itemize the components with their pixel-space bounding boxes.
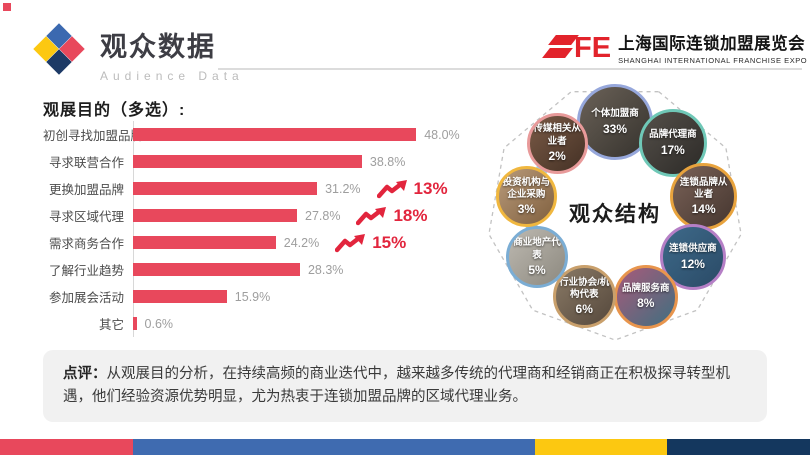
audience-segment-circle: 商业地产代表 5% — [505, 225, 569, 289]
ring-diagram-title: 观众结构 — [569, 203, 661, 226]
bar-value-label: 0.6% — [144, 316, 174, 331]
segment-value: 6% — [575, 302, 593, 317]
bar — [133, 263, 300, 276]
footer-segment — [132, 439, 536, 455]
segment-label: 连锁品牌从业者 — [679, 176, 728, 200]
growth-value: 13% — [413, 178, 448, 198]
segment-label: 个体加盟商 — [591, 108, 639, 120]
audience-segment-circle: 品牌服务商 8% — [613, 264, 678, 329]
segment-label: 投资机构与企业采购 — [502, 176, 551, 200]
bar-chart-axis — [133, 121, 134, 337]
footer-color-bar — [0, 439, 810, 455]
segment-label: 商业地产代表 — [513, 237, 561, 261]
trend-up-arrow-icon — [335, 233, 366, 252]
comment-box: 点评：从观展目的分析，在持续高频的商业迭代中，越来越多传统的代理商和经销商正在积… — [43, 350, 767, 422]
trend-up-arrow-icon — [376, 179, 407, 198]
bar-row: 了解行业趋势 28.3% — [43, 256, 473, 283]
expo-name-cn: 上海国际连锁加盟展览会 — [618, 35, 806, 53]
bar-value-label: 15.9% — [234, 289, 271, 304]
growth-value: 18% — [393, 205, 428, 225]
segment-value: 8% — [637, 296, 655, 311]
bar-value-label: 38.8% — [369, 154, 406, 169]
bar-category-label: 更换加盟品牌 — [48, 183, 124, 197]
bar-category-label: 初创寻找加盟品牌 — [43, 129, 144, 143]
title-block: 观众数据 Audience Data — [100, 25, 244, 83]
segment-label: 品牌代理商 — [649, 129, 697, 141]
expo-brand: FE 上海国际连锁加盟展览会 SHANGHAI INTERNATIONAL FR… — [542, 30, 807, 65]
segment-value: 33% — [602, 121, 628, 136]
bar-row: 其它 0.6% — [43, 310, 473, 337]
bar-value-label: 27.8% — [305, 208, 341, 223]
bar — [133, 209, 298, 222]
segment-value: 2% — [548, 148, 566, 163]
segment-value: 3% — [517, 202, 536, 217]
bar — [133, 236, 276, 249]
bar-category-label: 寻求联营合作 — [48, 156, 124, 170]
bar — [133, 128, 417, 141]
sfe-letters: FE — [574, 31, 612, 64]
growth-annotation: 18% — [356, 205, 428, 226]
segment-value: 5% — [528, 262, 546, 277]
expo-name-en: SHANGHAI INTERNATIONAL FRANCHISE EXPO — [618, 56, 808, 65]
bar-row: 需求商务合作 24.2% 15% — [43, 229, 473, 256]
bar-row: 初创寻找加盟品牌 48.0% — [43, 121, 473, 148]
footer-segment — [0, 439, 133, 455]
bar-category-label: 了解行业趋势 — [48, 264, 124, 278]
bar-chart-title: 观展目的（多选）: — [43, 102, 186, 119]
sfe-s-glyph — [542, 33, 579, 63]
audience-structure-diagram: 观众结构 个体加盟商 33% 品牌代理商 17% 连锁品牌从业者 14% 连锁供应商 12% 品… — [455, 82, 785, 362]
segment-value: 17% — [660, 142, 685, 157]
trend-up-arrow-icon — [356, 206, 387, 225]
bar-value-label: 31.2% — [325, 181, 361, 196]
page-subtitle: Audience Data — [100, 69, 244, 83]
segment-value: 12% — [680, 256, 705, 271]
segment-label: 行业协会/机构代表 — [559, 276, 610, 301]
bar-value-label: 24.2% — [283, 235, 320, 250]
growth-annotation: 15% — [335, 233, 406, 253]
header-divider — [218, 68, 802, 70]
audience-segment-circle: 投资机构与企业采购 3% — [495, 165, 558, 228]
audience-segment-circle: 连锁品牌从业者 14% — [670, 162, 738, 230]
bar-category-label: 寻求区域代理 — [48, 210, 124, 224]
audience-segment-circle: 行业协会/机构代表 6% — [552, 265, 616, 329]
bar-category-label: 参加展会活动 — [48, 291, 124, 305]
bar-row: 更换加盟品牌 31.2% 13% — [43, 175, 473, 202]
growth-annotation: 13% — [376, 178, 448, 199]
bar-row: 寻求联营合作 38.8% — [43, 148, 473, 175]
segment-label: 品牌服务商 — [622, 282, 670, 294]
footer-segment — [535, 439, 668, 455]
corner-accent-mark — [3, 3, 11, 11]
segment-label: 连锁供应商 — [669, 243, 717, 255]
sfe-logo-icon: FE — [542, 31, 612, 64]
bar — [133, 155, 362, 168]
bar — [133, 317, 137, 330]
bar-category-label: 需求商务合作 — [48, 237, 124, 251]
audience-segment-circle: 传媒相关从业者 2% — [526, 112, 588, 174]
bar-row: 参加展会活动 15.9% — [43, 283, 473, 310]
footer-segment — [667, 439, 810, 455]
bar — [133, 290, 227, 303]
segment-label: 传媒相关从业者 — [533, 123, 581, 147]
bar-value-label: 28.3% — [307, 262, 344, 277]
expo-name: 上海国际连锁加盟展览会 SHANGHAI INTERNATIONAL FRANC… — [618, 30, 807, 65]
comment-label: 点评： — [63, 366, 107, 382]
bar-chart: 初创寻找加盟品牌 48.0% 寻求联营合作 38.8% 更换加盟品牌 31.2% 13% 寻求… — [43, 121, 473, 337]
page-title: 观众数据 — [100, 32, 216, 62]
growth-value: 15% — [372, 232, 407, 252]
bar-row: 寻求区域代理 27.8% 18% — [43, 202, 473, 229]
bar — [133, 182, 318, 195]
diamond-logo-icon — [33, 23, 85, 75]
segment-value: 14% — [691, 202, 716, 217]
bar-category-label: 其它 — [98, 318, 124, 332]
comment-text: 从观展目的分析，在持续高频的商业迭代中，越来越多传统的代理商和经销商正在积极探寻… — [63, 366, 730, 405]
bar-value-label: 48.0% — [424, 127, 460, 142]
